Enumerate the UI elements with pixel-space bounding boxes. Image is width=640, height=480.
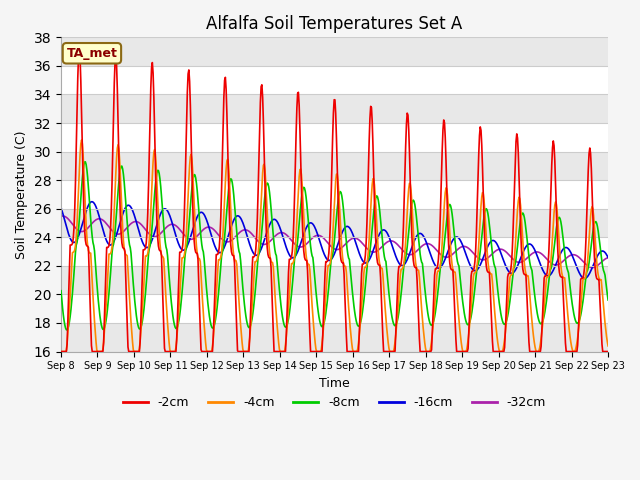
Line: -16cm: -16cm xyxy=(61,202,608,278)
-8cm xyxy=(125,237,132,242)
-32cm xyxy=(402,250,410,256)
-32cm xyxy=(588,264,596,270)
-16cm xyxy=(180,247,188,253)
-2cm xyxy=(604,348,612,354)
X-axis label: Time: Time xyxy=(319,377,350,390)
-8cm xyxy=(180,262,188,268)
-8cm xyxy=(81,159,89,165)
Legend: -2cm, -4cm, -8cm, -16cm, -32cm: -2cm, -4cm, -8cm, -16cm, -32cm xyxy=(118,391,551,414)
Bar xyxy=(61,152,608,180)
-16cm xyxy=(209,236,216,242)
-8cm xyxy=(604,297,612,303)
-4cm xyxy=(57,348,65,354)
-32cm xyxy=(57,214,65,219)
-8cm xyxy=(63,327,71,333)
-2cm xyxy=(76,45,83,51)
-32cm xyxy=(59,213,67,219)
Line: -2cm: -2cm xyxy=(61,48,608,351)
-8cm xyxy=(57,288,65,294)
-2cm xyxy=(57,348,65,354)
-8cm xyxy=(403,251,410,256)
Bar xyxy=(61,323,608,351)
-16cm xyxy=(418,231,426,237)
Bar xyxy=(61,37,608,66)
-8cm xyxy=(209,325,217,331)
-32cm xyxy=(209,226,216,231)
Line: -4cm: -4cm xyxy=(61,140,608,351)
-2cm xyxy=(402,143,410,148)
-4cm xyxy=(402,238,410,244)
-2cm xyxy=(209,348,216,354)
-2cm xyxy=(67,242,75,248)
Bar xyxy=(61,266,608,294)
Y-axis label: Soil Temperature (C): Soil Temperature (C) xyxy=(15,130,28,259)
-16cm xyxy=(580,276,588,281)
-16cm xyxy=(124,203,132,208)
-4cm xyxy=(604,343,612,349)
-16cm xyxy=(402,260,410,265)
Bar xyxy=(61,209,608,237)
-16cm xyxy=(67,237,75,242)
-2cm xyxy=(124,344,132,350)
-16cm xyxy=(88,199,96,204)
-16cm xyxy=(57,204,65,210)
-8cm xyxy=(68,299,76,305)
-4cm xyxy=(77,137,85,143)
Line: -8cm: -8cm xyxy=(61,162,608,330)
-4cm xyxy=(67,279,75,285)
-4cm xyxy=(418,307,426,312)
-4cm xyxy=(209,344,216,349)
-32cm xyxy=(124,224,132,229)
-32cm xyxy=(604,255,612,261)
-8cm xyxy=(419,261,426,266)
-2cm xyxy=(180,231,188,237)
Text: TA_met: TA_met xyxy=(67,47,117,60)
-2cm xyxy=(418,348,426,354)
Bar xyxy=(61,95,608,123)
-32cm xyxy=(68,220,76,226)
-32cm xyxy=(418,243,426,249)
-32cm xyxy=(180,231,188,237)
Title: Alfalfa Soil Temperatures Set A: Alfalfa Soil Temperatures Set A xyxy=(207,15,463,33)
-16cm xyxy=(604,254,612,260)
-4cm xyxy=(180,254,188,260)
Line: -32cm: -32cm xyxy=(61,216,608,267)
-4cm xyxy=(124,267,132,273)
